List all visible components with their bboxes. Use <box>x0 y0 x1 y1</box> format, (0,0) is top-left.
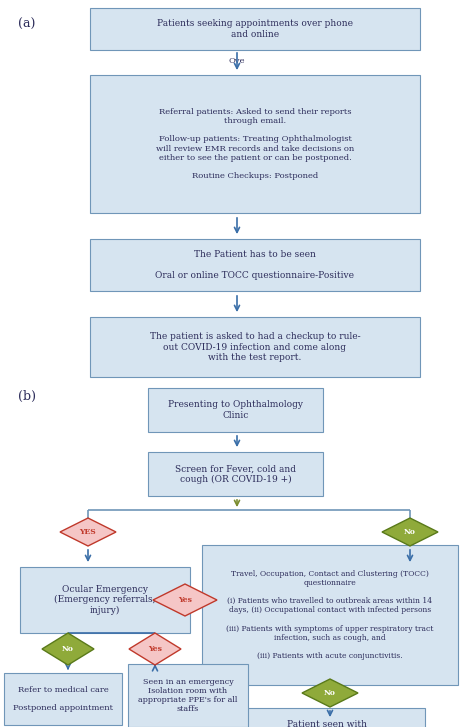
Text: The patient is asked to had a checkup to rule-
out COVID-19 infection and come a: The patient is asked to had a checkup to… <box>150 332 360 362</box>
FancyBboxPatch shape <box>148 388 323 432</box>
Text: Patient seen with
routine precautions: Patient seen with routine precautions <box>282 720 373 727</box>
FancyBboxPatch shape <box>128 664 248 727</box>
FancyBboxPatch shape <box>90 8 420 50</box>
Polygon shape <box>382 518 438 546</box>
Text: Referral patients: Asked to send their reports
through email.

Follow-up patient: Referral patients: Asked to send their r… <box>156 108 354 180</box>
Text: Ocular Emergency
(Emergency referrals,
injury): Ocular Emergency (Emergency referrals, i… <box>54 585 156 615</box>
Text: Seen in an emergency
Isolation room with
appropriate PPE's for all
staffs: Seen in an emergency Isolation room with… <box>138 678 237 713</box>
FancyBboxPatch shape <box>230 708 425 727</box>
Polygon shape <box>129 633 181 665</box>
Text: (a): (a) <box>18 18 36 31</box>
FancyBboxPatch shape <box>148 452 323 496</box>
Text: No: No <box>404 528 416 536</box>
Text: YES: YES <box>80 528 96 536</box>
Polygon shape <box>60 518 116 546</box>
Text: Presenting to Ophthalmology
Clinic: Presenting to Ophthalmology Clinic <box>168 401 303 419</box>
Text: Patients seeking appointments over phone
and online: Patients seeking appointments over phone… <box>157 20 353 39</box>
Text: Yes: Yes <box>148 645 162 653</box>
Text: (b): (b) <box>18 390 36 403</box>
Polygon shape <box>153 584 217 616</box>
FancyBboxPatch shape <box>90 239 420 291</box>
Text: Refer to medical care

Postponed appointment: Refer to medical care Postponed appointm… <box>13 686 113 712</box>
Text: Travel, Occupation, Contact and Clustering (TOCC)
questionnaire

(i) Patients wh: Travel, Occupation, Contact and Clusteri… <box>226 569 434 660</box>
Text: No: No <box>324 689 336 697</box>
Polygon shape <box>42 633 94 665</box>
FancyBboxPatch shape <box>202 545 458 685</box>
Text: Yes: Yes <box>178 596 192 604</box>
Text: The Patient has to be seen

Oral or online TOCC questionnaire-Positive: The Patient has to be seen Oral or onlin… <box>155 250 355 280</box>
Text: Screen for Fever, cold and
cough (OR COVID-19 +): Screen for Fever, cold and cough (OR COV… <box>175 465 296 483</box>
FancyBboxPatch shape <box>20 567 190 633</box>
Polygon shape <box>302 679 358 707</box>
FancyBboxPatch shape <box>4 673 122 725</box>
Text: Ove: Ove <box>229 57 245 65</box>
FancyBboxPatch shape <box>90 75 420 213</box>
Text: No: No <box>62 645 74 653</box>
FancyBboxPatch shape <box>90 317 420 377</box>
